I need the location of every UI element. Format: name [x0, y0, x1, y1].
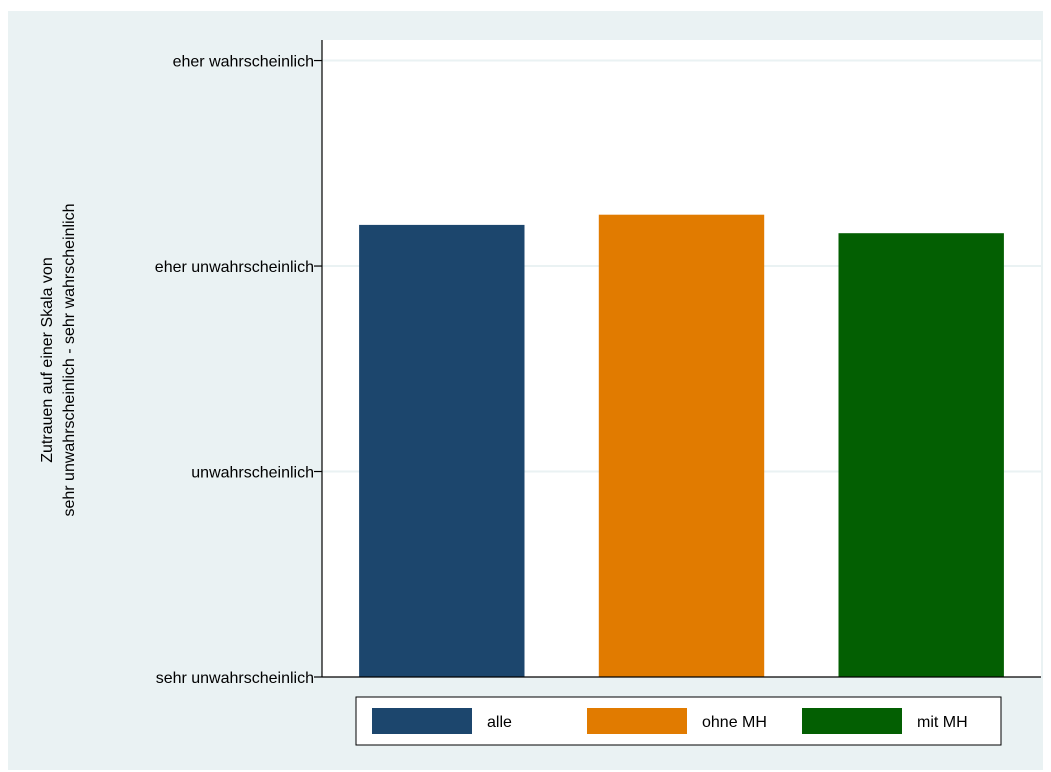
bars — [359, 214, 1004, 677]
y-tick-label: unwahrscheinlich — [191, 465, 314, 482]
y-tick-label: eher wahrscheinlich — [173, 54, 314, 71]
y-axis-title-line-1: Zutrauen auf einer Skala von — [39, 257, 56, 462]
y-tick-label: sehr unwahrscheinlich — [156, 670, 314, 687]
legend-items: alle ohne MH mit MH — [372, 708, 968, 734]
legend-swatch — [587, 708, 687, 734]
legend-label: ohne MH — [702, 714, 767, 731]
legend-label: mit MH — [917, 714, 968, 731]
legend-swatch — [372, 708, 472, 734]
y-axis-title-line-2: sehr unwahrscheinlich - sehr wahrscheinl… — [61, 203, 78, 516]
legend-swatch — [802, 708, 902, 734]
bar-alle — [359, 224, 525, 677]
bar-ohne-mh — [598, 214, 765, 677]
legend: alle ohne MH mit MH — [355, 696, 1002, 746]
bar-mit-mh — [838, 233, 1004, 677]
legend-label: alle — [487, 714, 512, 731]
y-axis-ticks: sehr unwahrscheinlich unwahrscheinlich ehe… — [155, 54, 322, 687]
y-tick-label: eher unwahrscheinlich — [155, 259, 314, 276]
